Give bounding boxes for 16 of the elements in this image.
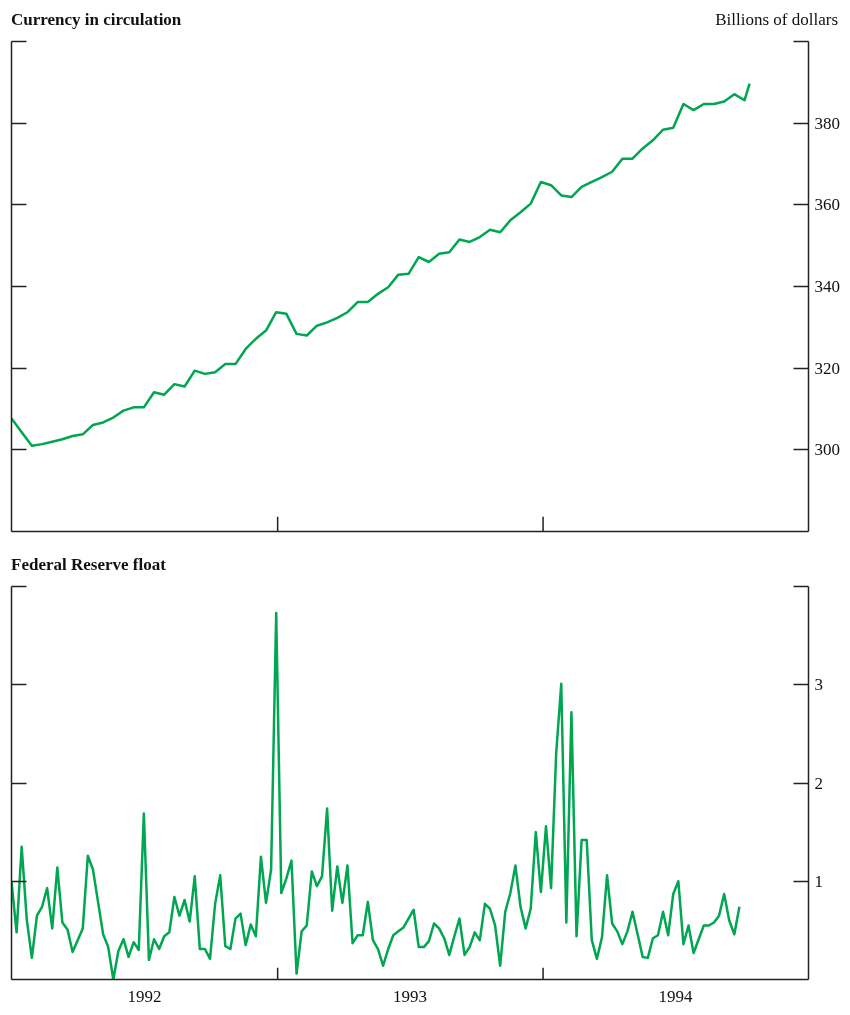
line-series bbox=[11, 611, 741, 980]
y-tick-label: 380 bbox=[814, 113, 840, 133]
x-tick-label: 1992 bbox=[127, 986, 162, 1006]
x-tick-label: 1994 bbox=[658, 986, 693, 1006]
y-tick-label: 320 bbox=[814, 358, 840, 378]
line-series bbox=[11, 82, 751, 447]
chart-title: Federal Reserve float bbox=[11, 555, 166, 575]
chart-title: Currency in circulation bbox=[11, 10, 182, 30]
y-tick-label: 340 bbox=[814, 277, 840, 296]
y-tick-label: 360 bbox=[814, 195, 840, 215]
x-tick-label: 1993 bbox=[393, 986, 427, 1006]
y-tick-label: 2 bbox=[814, 773, 823, 793]
y-axis-title: Billions of dollars bbox=[715, 10, 838, 30]
y-tick-label: 3 bbox=[814, 675, 823, 695]
y-tick-label: 300 bbox=[814, 440, 840, 460]
y-tick-label: 1 bbox=[814, 871, 823, 891]
